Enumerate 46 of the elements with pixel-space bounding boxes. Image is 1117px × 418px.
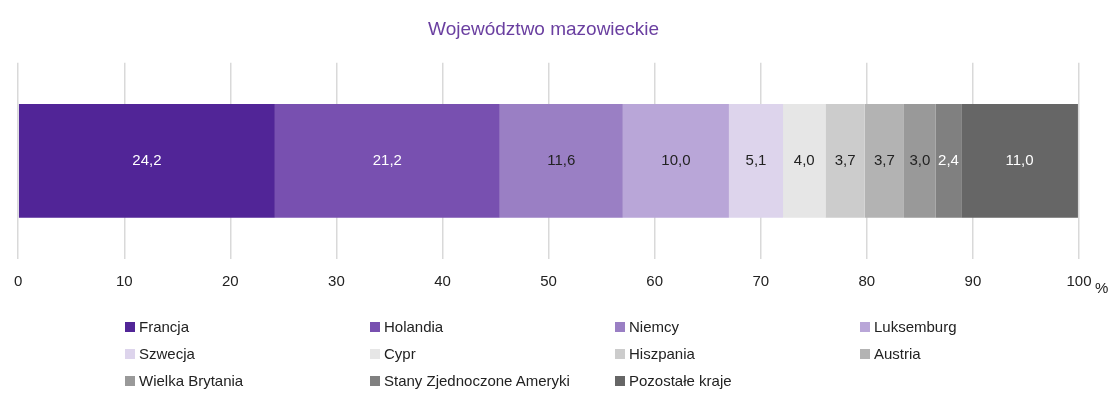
data-label: 24,2 bbox=[132, 151, 162, 169]
legend-label: Cypr bbox=[384, 345, 416, 362]
x-tick-label: 80 bbox=[858, 272, 876, 290]
x-tick-label: 40 bbox=[434, 272, 451, 290]
legend-label: Luksemburg bbox=[874, 318, 957, 335]
x-tick-label: 90 bbox=[964, 272, 982, 290]
legend-label: Niemcy bbox=[629, 318, 680, 335]
bar bbox=[18, 104, 275, 218]
x-axis-title: % bbox=[1095, 278, 1109, 296]
data-label: 3,7 bbox=[834, 151, 856, 169]
x-tick-label: 70 bbox=[752, 272, 770, 290]
x-tick-label: 60 bbox=[646, 272, 664, 290]
bar bbox=[274, 104, 500, 218]
chart-title: Województwo mazowieckie bbox=[428, 17, 659, 39]
bar bbox=[903, 104, 936, 218]
bar bbox=[864, 104, 904, 218]
bar bbox=[622, 104, 729, 218]
bar bbox=[728, 104, 784, 218]
legend-label: Szwecja bbox=[139, 345, 195, 362]
x-tick-label: 50 bbox=[540, 272, 557, 290]
legend-label: Stany Zjednoczone Ameryki bbox=[384, 372, 570, 389]
data-label: 3,0 bbox=[909, 151, 931, 169]
x-tick-label: 100 bbox=[1066, 272, 1092, 290]
bar bbox=[935, 104, 962, 218]
legend-label: Hiszpania bbox=[629, 345, 695, 362]
data-label: 2,4 bbox=[938, 151, 959, 169]
bar bbox=[783, 104, 826, 218]
bar bbox=[961, 104, 1078, 218]
legend-label: Austria bbox=[874, 345, 921, 362]
legend-label: Wielka Brytania bbox=[139, 372, 244, 389]
data-label: 21,2 bbox=[372, 151, 402, 169]
data-label: 10,0 bbox=[661, 151, 691, 169]
legend-label: Pozostałe kraje bbox=[629, 372, 732, 389]
data-label: 11,6 bbox=[547, 151, 576, 169]
x-tick-label: 30 bbox=[328, 272, 345, 290]
legend-label: Francja bbox=[139, 318, 190, 335]
data-label: 11,0 bbox=[1005, 151, 1034, 169]
data-label: 5,1 bbox=[745, 151, 767, 169]
x-tick-label: 20 bbox=[221, 272, 239, 290]
legend-label: Holandia bbox=[384, 318, 444, 335]
bar bbox=[499, 104, 623, 218]
x-tick-label: 0 bbox=[14, 272, 23, 290]
data-label: 3,7 bbox=[873, 151, 895, 169]
bar bbox=[825, 104, 865, 218]
data-label: 4,0 bbox=[793, 151, 815, 169]
x-tick-label: 10 bbox=[115, 272, 133, 290]
